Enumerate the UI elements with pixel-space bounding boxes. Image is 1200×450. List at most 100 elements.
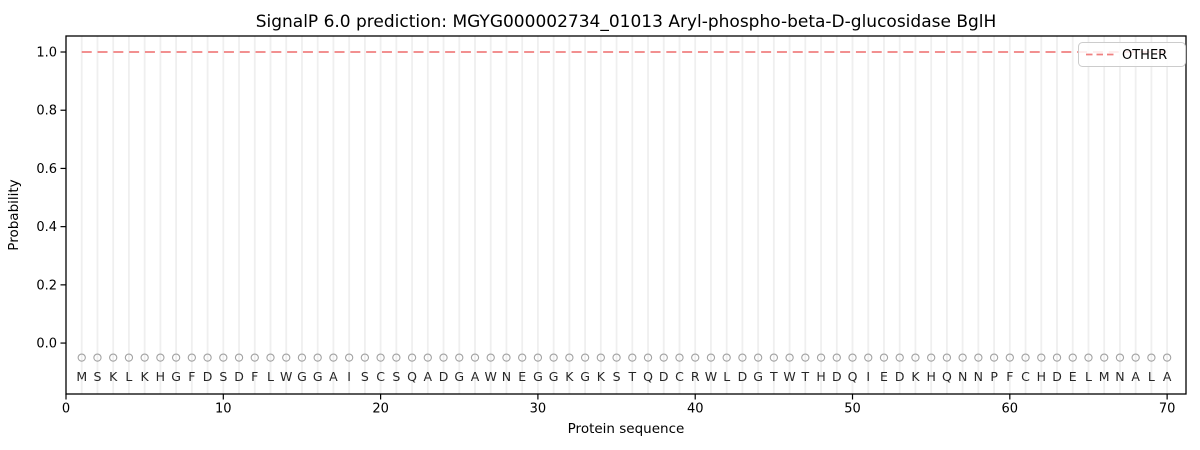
sequence-letter: S xyxy=(93,369,101,384)
sequence-letter: F xyxy=(188,369,195,384)
sequence-letter: G xyxy=(533,369,543,384)
sequence-letter: G xyxy=(454,369,464,384)
residue-circle xyxy=(659,353,668,362)
sequence-letter: E xyxy=(518,369,526,384)
sequence-letter: F xyxy=(1006,369,1013,384)
sequence-letter: L xyxy=(1148,369,1155,384)
sequence-letter: D xyxy=(1052,369,1062,384)
sequence-letter: I xyxy=(866,369,870,384)
residue-circle xyxy=(580,353,590,362)
sequence-letter: M xyxy=(1099,369,1110,384)
residue-circle xyxy=(1021,353,1030,362)
residue-circle xyxy=(769,353,779,362)
residue-circle xyxy=(596,353,605,362)
sequence-letter: G xyxy=(549,369,559,384)
residue-circle xyxy=(801,353,810,362)
sequence-letter: T xyxy=(627,369,636,384)
sequence-letter: N xyxy=(958,369,967,384)
sequence-letter: D xyxy=(203,369,213,384)
sequence-letter: W xyxy=(280,369,292,384)
residue-circle xyxy=(628,353,637,362)
residue-circle xyxy=(549,353,558,362)
residue-circle xyxy=(392,353,401,362)
sequence-letter: I xyxy=(347,369,351,384)
residue-circle xyxy=(895,353,904,362)
residue-circle xyxy=(297,353,307,362)
sequence-letter: Q xyxy=(643,369,653,384)
sequence-letter: A xyxy=(1131,369,1140,384)
residue-circle xyxy=(927,353,936,362)
residue-circle xyxy=(1131,353,1140,362)
sequence-letter: C xyxy=(376,369,385,384)
x-tick-label: 40 xyxy=(687,402,704,417)
residue-circle xyxy=(911,353,920,362)
sequence-letter: R xyxy=(691,369,700,384)
residue-circle xyxy=(109,353,118,362)
y-tick-label: 0.8 xyxy=(36,104,57,119)
sequence-letter: S xyxy=(361,369,369,384)
residue-circle xyxy=(974,353,983,362)
residue-circle xyxy=(171,353,181,362)
sequence-letter: K xyxy=(911,369,920,384)
residue-circle xyxy=(816,353,826,362)
residue-circle xyxy=(785,353,794,362)
sequence-letter: H xyxy=(156,369,165,384)
residue-circle xyxy=(234,353,244,362)
sequence-letter: A xyxy=(424,369,433,384)
residue-circle xyxy=(753,353,763,362)
residue-circle xyxy=(360,353,370,362)
sequence-letter: E xyxy=(880,369,888,384)
residue-circle xyxy=(407,353,417,362)
sequence-letter: D xyxy=(659,369,669,384)
residue-circle xyxy=(989,353,999,362)
sequence-letter: Q xyxy=(848,369,858,384)
x-axis-label: Protein sequence xyxy=(568,421,685,437)
residue-circle xyxy=(832,353,841,362)
x-tick-label: 10 xyxy=(215,402,232,417)
residue-circle xyxy=(455,353,464,362)
sequence-letter: S xyxy=(219,369,227,384)
residue-circle xyxy=(282,353,291,362)
y-axis-ticks: 0.0 0.2 0.4 0.6 0.8 1.0 xyxy=(36,46,66,352)
x-tick-label: 20 xyxy=(372,402,389,417)
residue-circle xyxy=(1100,353,1109,362)
sequence-letter: A xyxy=(329,369,338,384)
residue-circle xyxy=(1162,353,1172,362)
sequence-letter: C xyxy=(1021,369,1030,384)
legend: OTHER xyxy=(1078,42,1186,67)
residue-circle xyxy=(219,353,228,362)
x-tick-label: 0 xyxy=(62,402,70,417)
y-tick-label: 0.6 xyxy=(36,162,57,177)
residue-circle xyxy=(329,353,338,362)
residue-circle xyxy=(675,353,684,362)
sequence-letter: A xyxy=(471,369,480,384)
sequence-letter: D xyxy=(895,369,905,384)
sequence-letter: P xyxy=(990,369,998,384)
sequence-letter: T xyxy=(801,369,810,384)
sequence-letter: L xyxy=(125,369,132,384)
residue-circle xyxy=(344,353,354,362)
residue-circle xyxy=(643,353,653,362)
sequence-letter: N xyxy=(502,369,511,384)
sequence-letter: D xyxy=(738,369,748,384)
plot-border xyxy=(65,35,1187,395)
y-tick-label: 1.0 xyxy=(36,46,57,61)
x-tick-label: 50 xyxy=(844,402,861,417)
sequence-letter: D xyxy=(832,369,842,384)
legend-label: OTHER xyxy=(1122,48,1167,63)
sequence-letter: W xyxy=(485,369,497,384)
residue-circle xyxy=(691,353,700,362)
sequence-letter: K xyxy=(597,369,606,384)
residue-circle xyxy=(612,353,621,362)
residue-circle xyxy=(722,353,731,362)
residue-markers xyxy=(77,353,1172,362)
x-tick-label: 70 xyxy=(1159,402,1176,417)
residue-circle xyxy=(77,353,86,362)
x-tick-label: 60 xyxy=(1002,402,1019,417)
legend-box xyxy=(1078,42,1186,67)
residue-circle xyxy=(486,353,495,362)
residue-circle xyxy=(1037,353,1046,362)
residue-circle xyxy=(1052,353,1062,362)
sequence-letter: D xyxy=(234,369,244,384)
residue-circle xyxy=(518,353,527,362)
